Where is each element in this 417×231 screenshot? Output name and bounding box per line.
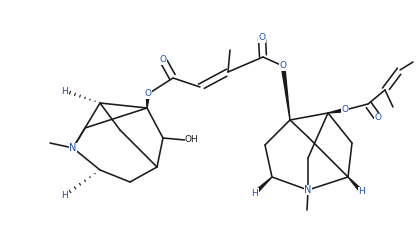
Polygon shape (348, 177, 363, 193)
Polygon shape (328, 108, 345, 113)
Text: O: O (159, 55, 166, 64)
Text: O: O (259, 33, 266, 43)
Polygon shape (146, 94, 150, 108)
Text: O: O (145, 89, 151, 98)
Text: O: O (374, 113, 382, 122)
Text: N: N (304, 185, 311, 195)
Text: H: H (251, 188, 259, 198)
Text: N: N (69, 143, 77, 153)
Text: O: O (342, 106, 349, 115)
Polygon shape (254, 177, 272, 194)
Text: H: H (62, 191, 68, 200)
Text: H: H (359, 188, 365, 197)
Polygon shape (281, 66, 290, 120)
Text: H: H (62, 86, 68, 95)
Text: OH: OH (185, 136, 199, 145)
Text: O: O (279, 61, 286, 70)
